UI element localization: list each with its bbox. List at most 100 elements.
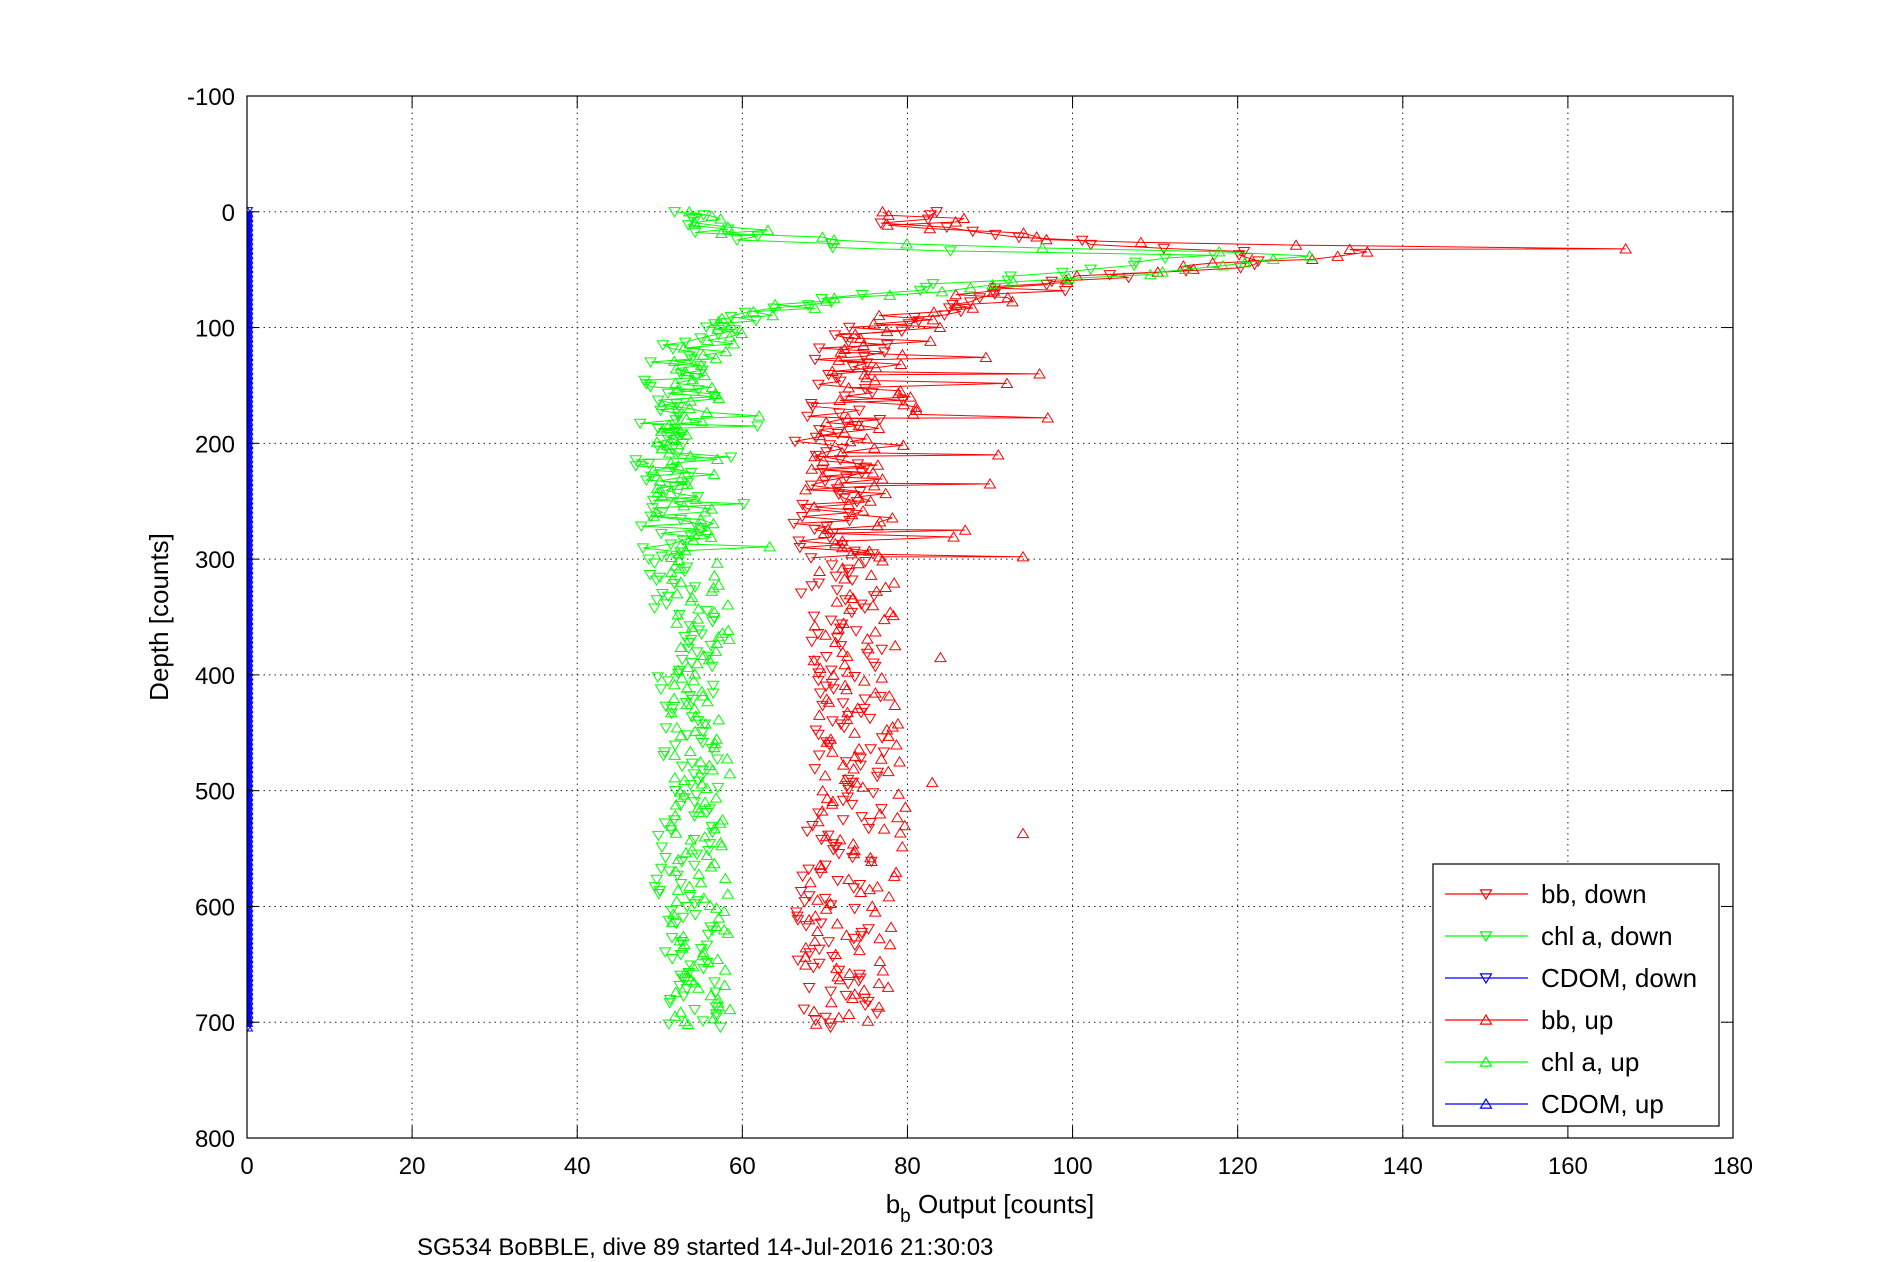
data-point (247, 400, 254, 411)
data-point (247, 488, 254, 499)
data-point (247, 530, 254, 541)
data-point (678, 1015, 692, 1027)
data-point (247, 655, 254, 666)
data-point (247, 520, 254, 532)
data-point (874, 753, 888, 764)
data-point (872, 1001, 886, 1012)
data-point (684, 595, 698, 606)
data-point (852, 557, 866, 569)
data-point (653, 885, 667, 897)
data-point (833, 394, 847, 405)
data-point (681, 220, 695, 231)
data-point (899, 801, 912, 812)
series-chl-a-down (629, 207, 1221, 1034)
data-point (811, 629, 825, 640)
data-point (794, 588, 808, 600)
data-point (687, 976, 701, 988)
data-point (644, 357, 657, 368)
data-point (862, 545, 876, 556)
data-point (674, 576, 688, 587)
data-point (864, 744, 878, 755)
data-point (812, 675, 825, 687)
data-point (787, 518, 801, 530)
data-point (842, 381, 856, 393)
data-point (906, 408, 920, 419)
data-point (247, 335, 254, 347)
data-point (877, 823, 891, 834)
data-point (674, 879, 688, 890)
data-point (654, 528, 668, 540)
data-point (832, 622, 845, 634)
data-point (872, 309, 886, 321)
data-point (247, 794, 254, 805)
data-point (247, 1007, 254, 1018)
data-point (812, 668, 825, 679)
data-point (247, 418, 254, 430)
data-point (651, 672, 665, 683)
data-point (247, 469, 254, 481)
data-point (808, 764, 822, 775)
data-point (247, 1011, 254, 1023)
data-point (712, 912, 726, 923)
legend-item: CDOM, up (1445, 1089, 1664, 1119)
data-point (247, 298, 254, 310)
data-point (705, 661, 719, 673)
data-point (683, 691, 697, 702)
data-point (247, 506, 254, 518)
data-point (247, 979, 254, 990)
data-point (662, 447, 676, 458)
data-point (698, 796, 712, 807)
data-point (721, 224, 735, 236)
data-point (825, 798, 839, 809)
data-point (809, 450, 823, 462)
data-point (1056, 267, 1069, 279)
data-point (247, 525, 254, 536)
data-point (824, 996, 838, 1008)
data-point (695, 685, 709, 697)
data-point (986, 278, 999, 290)
data-point (677, 342, 691, 353)
data-point (247, 432, 254, 444)
data-point (675, 761, 689, 773)
data-point (671, 884, 685, 895)
data-point (1016, 550, 1030, 562)
data-point (715, 227, 728, 238)
data-point (1084, 264, 1098, 276)
data-point (830, 585, 844, 596)
legend-box (1432, 863, 1720, 1127)
data-point (894, 358, 908, 370)
data-point (798, 897, 812, 908)
data-point (865, 388, 879, 399)
data-point (812, 343, 826, 355)
data-point (658, 818, 672, 830)
data-point (842, 337, 855, 348)
data-point (842, 322, 856, 334)
data-point (673, 934, 687, 946)
data-point (247, 446, 254, 458)
data-point (761, 224, 775, 235)
data-point (666, 573, 679, 584)
data-point (802, 913, 816, 925)
data-point (651, 486, 665, 498)
data-point (694, 359, 708, 370)
data-point (688, 725, 702, 737)
data-point (875, 644, 889, 656)
data-point (668, 207, 682, 218)
legend-label: CDOM, down (1541, 963, 1697, 993)
data-point (848, 672, 862, 683)
data-point (813, 565, 826, 577)
legend-item: CDOM, down (1445, 963, 1697, 993)
data-point (919, 282, 933, 294)
data-point (860, 358, 874, 369)
data-point (690, 647, 704, 658)
data-point (991, 448, 1005, 460)
data-point (247, 849, 254, 861)
data-point (852, 742, 866, 754)
data-point (833, 455, 847, 466)
data-point (247, 252, 254, 263)
data-point (247, 636, 254, 648)
data-point (797, 1004, 811, 1016)
data-point (721, 221, 735, 232)
data-point (852, 405, 866, 417)
data-point (881, 765, 895, 777)
